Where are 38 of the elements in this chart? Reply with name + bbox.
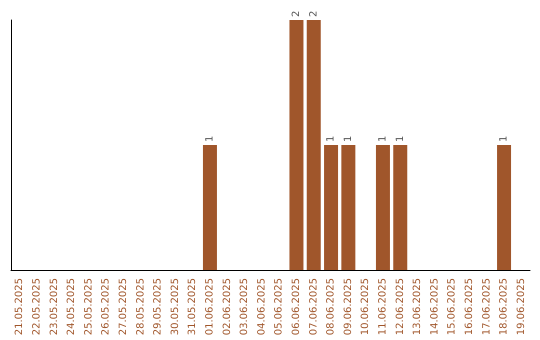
- data-label: 1: [342, 136, 354, 142]
- x-tick-label: 21.05.2025: [14, 278, 26, 336]
- data-label: 2: [290, 10, 302, 17]
- x-tick-label: 15.06.2025: [446, 278, 458, 336]
- x-tick-label: 27.05.2025: [118, 278, 129, 336]
- x-tick-label: 25.05.2025: [83, 278, 94, 336]
- x-tick-label: 14.06.2025: [429, 278, 440, 336]
- x-tick-label: 10.06.2025: [360, 278, 372, 336]
- x-tick-label: 23.05.2025: [48, 278, 60, 336]
- x-tick-label: 18.06.2025: [498, 278, 510, 336]
- x-tick-label: 06.06.2025: [290, 278, 302, 336]
- data-label: 2: [308, 10, 320, 17]
- x-tick-label: 31.05.2025: [187, 278, 198, 336]
- x-tick-label: 02.06.2025: [222, 278, 233, 336]
- x-tick-label: 24.05.2025: [66, 278, 78, 336]
- x-tick-label: 22.05.2025: [31, 278, 42, 336]
- x-tick-label: 01.06.2025: [204, 278, 216, 336]
- x-tick-label: 08.06.2025: [326, 278, 337, 336]
- x-tick-label: 05.06.2025: [274, 278, 285, 336]
- x-tick-label: 30.05.2025: [170, 278, 181, 336]
- x-tick-label: 17.06.2025: [481, 278, 492, 336]
- x-tick-label: 28.05.2025: [135, 278, 146, 336]
- x-tick-label: 11.06.2025: [377, 278, 388, 336]
- x-tick-label: 09.06.2025: [342, 278, 354, 336]
- data-label: 1: [377, 136, 388, 142]
- x-tick-label: 26.05.2025: [100, 278, 112, 336]
- x-tick-label: 03.06.2025: [239, 278, 250, 336]
- x-tick-label: 19.06.2025: [516, 278, 527, 336]
- data-label: 1: [204, 136, 216, 142]
- data-label: 1: [394, 136, 406, 142]
- x-tick-label: 07.06.2025: [308, 278, 320, 336]
- x-tick-label: 29.05.2025: [152, 278, 164, 336]
- x-tick-label: 16.06.2025: [464, 278, 475, 336]
- data-label: 1: [326, 136, 337, 142]
- x-tick-label: 12.06.2025: [394, 278, 406, 336]
- x-tick-label: 04.06.2025: [256, 278, 268, 336]
- x-tick-label: 13.06.2025: [412, 278, 424, 336]
- data-label: 1: [498, 136, 510, 142]
